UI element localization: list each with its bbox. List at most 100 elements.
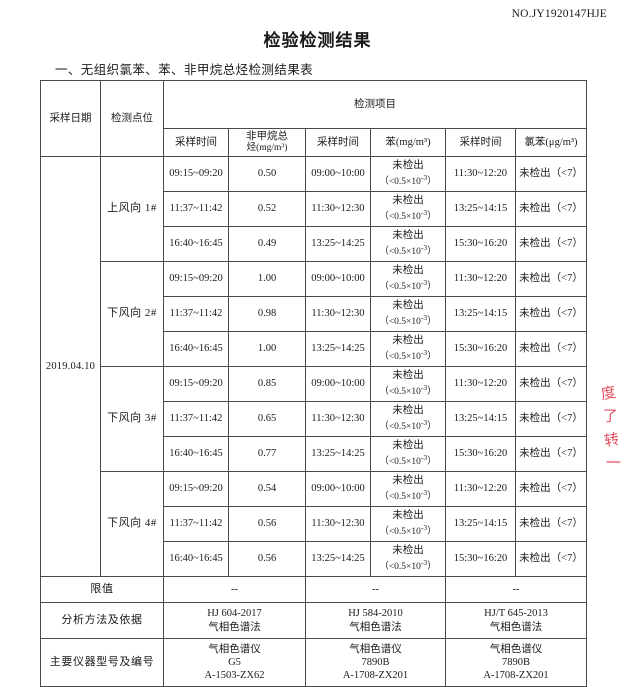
sampling-time-benzene-value: 13:25~14:25 (305, 331, 371, 367)
sampling-time-nmhc-value: 09:15~09:20 (163, 471, 229, 507)
annotation-char: 度 (599, 382, 618, 404)
sampling-time-benzene-value: 13:25~14:25 (305, 226, 371, 262)
nmhc-value: 0.98 (228, 296, 306, 332)
header-sampling-time-nmhc: 采样时间 (163, 128, 229, 157)
benzene-not-detected-label: 未检出 (392, 335, 424, 347)
header-monitoring-point: 检测点位 (100, 80, 164, 157)
sampling-time-benzene-value: 11:30~12:30 (305, 191, 371, 227)
sampling-time-nmhc-value: 16:40~16:45 (163, 226, 229, 262)
limit-row: 限值 -- -- -- (40, 576, 587, 603)
header-test-items: 检测项目 (163, 80, 587, 129)
nmhc-value: 0.56 (228, 506, 306, 542)
table-row: 16:40~16:45 0.56 13:25~14:25 未检出 （<0.5×10-3）… (41, 541, 587, 577)
benzene-detection-limit: （<0.5×10-3） (379, 522, 437, 537)
method-benzene-name: 气相色谱法 (349, 621, 402, 633)
instrument-nmhc-model: G5 (228, 656, 241, 668)
sampling-time-chlorobenzene-value: 15:30~16:20 (445, 541, 516, 577)
table-row: 2019.04.10 上风向 1# 09:15~09:20 0.50 09:00~10:… (40, 156, 587, 577)
benzene-detection-limit: （<0.5×10-3） (379, 207, 437, 222)
method-nmhc-standard: HJ 604-2017 (207, 608, 262, 620)
table-footer: 限值 -- -- -- 分析方法及依据 HJ 604-2017 气相色谱法 HJ… (40, 576, 587, 687)
sampling-time-nmhc-value: 11:37~11:42 (163, 296, 229, 332)
annotation-char: 一 (605, 453, 622, 472)
method-chlorobenzene: HJ/T 645-2013 气相色谱法 (445, 602, 587, 639)
instrument-benzene-serial: A-1708-ZX201 (342, 670, 409, 682)
benzene-value: 未检出 （<0.5×10-3） (370, 506, 446, 542)
benzene-detection-limit: （<0.5×10-3） (379, 347, 437, 362)
header-chlorobenzene: 氯苯(μg/m³) (515, 128, 587, 157)
header-nmhc-line1: 非甲烷总 (246, 131, 288, 142)
annotation-char: 了 (602, 407, 618, 426)
chlorobenzene-value: 未检出（<7） (515, 191, 587, 227)
instrument-nmhc: 气相色谱仪 G5 A-1503-ZX62 (163, 638, 306, 687)
limit-value-chlorobenzene: -- (445, 576, 587, 603)
sampling-time-chlorobenzene-value: 13:25~14:15 (445, 401, 516, 437)
sampling-time-chlorobenzene-value: 15:30~16:20 (445, 226, 516, 262)
nmhc-value: 0.50 (228, 156, 306, 192)
header-sampling-time-benzene: 采样时间 (305, 128, 371, 157)
header-sampling-date: 采样日期 (40, 80, 101, 157)
table-header-row-2: 采样时间 非甲烷总 烃(mg/m³) 采样时间 苯(mg/m³) 采样时间 氯苯… (41, 128, 587, 157)
sampling-time-benzene-value: 09:00~10:00 (305, 471, 371, 507)
handwritten-annotation: 度了转一 (595, 381, 627, 476)
benzene-value: 未检出 （<0.5×10-3） (370, 156, 446, 192)
table-row: 11:37~11:42 0.65 11:30~12:30 未检出 （<0.5×10-3）… (41, 401, 587, 437)
instrument-nmhc-name: 气相色谱仪 (208, 643, 261, 655)
instrument-label: 主要仪器型号及编号 (40, 638, 164, 687)
benzene-detection-limit: （<0.5×10-3） (379, 557, 437, 572)
benzene-not-detected-label: 未检出 (392, 300, 424, 312)
chlorobenzene-value: 未检出（<7） (515, 436, 587, 472)
sampling-time-nmhc-value: 09:15~09:20 (163, 261, 229, 297)
header-benzene: 苯(mg/m³) (370, 128, 446, 157)
nmhc-value: 1.00 (228, 331, 306, 367)
header-nmhc-line2: 烃(mg/m³) (246, 143, 288, 154)
sampling-time-chlorobenzene-value: 13:25~14:15 (445, 191, 516, 227)
benzene-detection-limit: （<0.5×10-3） (379, 277, 437, 292)
nmhc-value: 0.65 (228, 401, 306, 437)
benzene-detection-limit: （<0.5×10-3） (379, 452, 437, 467)
sampling-time-chlorobenzene-value: 15:30~16:20 (445, 331, 516, 367)
chlorobenzene-value: 未检出（<7） (515, 331, 587, 367)
header-nmhc: 非甲烷总 烃(mg/m³) (228, 128, 306, 157)
chlorobenzene-value: 未检出（<7） (515, 401, 587, 437)
table-row: 11:37~11:42 0.56 11:30~12:30 未检出 （<0.5×10-3）… (41, 506, 587, 542)
benzene-detection-limit: （<0.5×10-3） (379, 312, 437, 327)
method-chlorobenzene-standard: HJ/T 645-2013 (484, 608, 548, 620)
chlorobenzene-value: 未检出（<7） (515, 366, 587, 402)
benzene-not-detected-label: 未检出 (392, 160, 424, 172)
table-row: 16:40~16:45 0.49 13:25~14:25 未检出 （<0.5×10-3）… (41, 226, 587, 262)
monitoring-point-value: 下风向 3# (100, 366, 164, 472)
nmhc-value: 0.52 (228, 191, 306, 227)
method-benzene: HJ 584-2010 气相色谱法 (305, 602, 446, 639)
table-row: 下风向 2# 09:15~09:20 1.00 09:00~10:00 未检出 （<0.5… (41, 261, 587, 367)
benzene-value: 未检出 （<0.5×10-3） (370, 331, 446, 367)
benzene-not-detected-label: 未检出 (392, 195, 424, 207)
benzene-value: 未检出 （<0.5×10-3） (370, 541, 446, 577)
nmhc-value: 0.49 (228, 226, 306, 262)
limit-value-benzene: -- (305, 576, 446, 603)
limit-value-nmhc: -- (163, 576, 306, 603)
instrument-benzene-name: 气相色谱仪 (349, 643, 402, 655)
nmhc-value: 0.54 (228, 471, 306, 507)
benzene-not-detected-label: 未检出 (392, 440, 424, 452)
benzene-value: 未检出 （<0.5×10-3） (370, 471, 446, 507)
benzene-value: 未检出 （<0.5×10-3） (370, 401, 446, 437)
sampling-time-benzene-value: 11:30~12:30 (305, 296, 371, 332)
chlorobenzene-value: 未检出（<7） (515, 261, 587, 297)
sampling-time-chlorobenzene-value: 11:30~12:20 (445, 471, 516, 507)
instrument-chlorobenzene-model: 7890B (501, 656, 530, 668)
sampling-time-nmhc-value: 11:37~11:42 (163, 506, 229, 542)
benzene-not-detected-label: 未检出 (392, 510, 424, 522)
monitoring-point-value: 下风向 4# (100, 471, 164, 577)
chlorobenzene-value: 未检出（<7） (515, 541, 587, 577)
sampling-time-chlorobenzene-value: 13:25~14:15 (445, 296, 516, 332)
benzene-detection-limit: （<0.5×10-3） (379, 487, 437, 502)
benzene-not-detected-label: 未检出 (392, 265, 424, 277)
instrument-chlorobenzene-serial: A-1708-ZX201 (483, 670, 549, 682)
chlorobenzene-value: 未检出（<7） (515, 471, 587, 507)
header-sampling-time-chlorobenzene: 采样时间 (445, 128, 516, 157)
benzene-value: 未检出 （<0.5×10-3） (370, 366, 446, 402)
sampling-time-benzene-value: 09:00~10:00 (305, 261, 371, 297)
benzene-detection-limit: （<0.5×10-3） (379, 417, 437, 432)
limit-label: 限值 (40, 576, 164, 603)
